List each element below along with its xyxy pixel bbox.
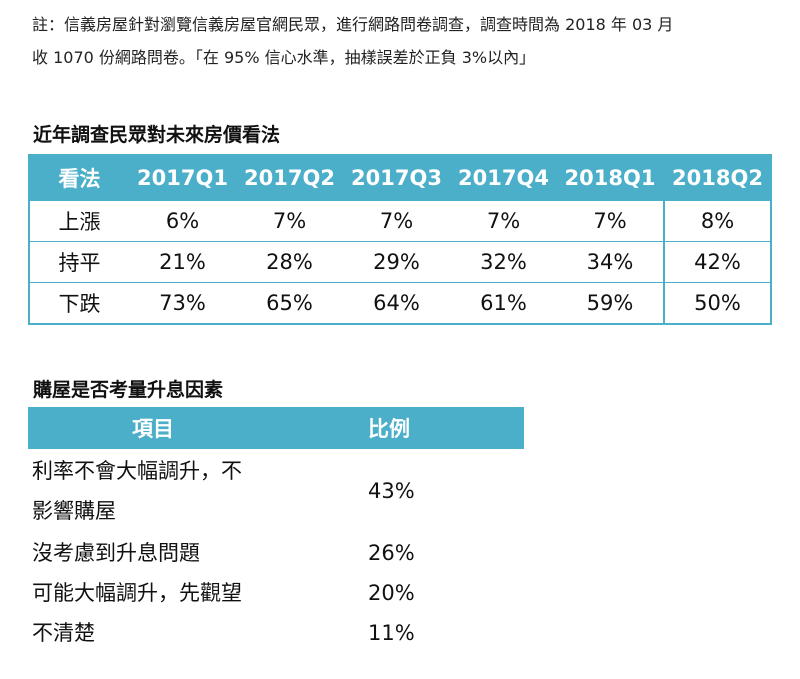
table-cell: 28% [236,241,343,283]
row-label: 上漲 [29,200,129,242]
survey-note-line-2: 收 1070 份網路問卷。「在 95% 信心水準，抽樣誤差於正負 3%以內」 [32,48,536,67]
rate-hike-consideration-title: 購屋是否考量升息因素 [33,379,224,401]
table-cell: 65% [236,282,343,324]
table-row: 持平 21% 28% 29% 32% 34% 42% [29,241,771,283]
item-label-line-1: 利率不會大幅調升，不 [32,459,242,483]
table-cell: 7% [236,200,343,242]
table-cell: 50% [663,282,771,324]
ratio-cell: 11% [368,621,415,645]
table-row: 利率不會大幅調升，不 影響購屋 43% [28,449,524,533]
house-price-outlook-table: 看法 2017Q1 2017Q2 2017Q3 2017Q4 2018Q1 20… [28,154,772,325]
item-cell: 可能大幅調升，先觀望 [32,581,242,605]
item-cell: 利率不會大幅調升，不 影響購屋 [28,449,338,533]
column-header: 2017Q3 [343,155,450,201]
table-cell: 59% [557,282,664,324]
table-cell: 73% [129,282,236,324]
table-cell: 29% [343,241,450,283]
table-cell: 42% [663,241,771,283]
table-cell: 34% [557,241,664,283]
rate-hike-consideration-table: 項目 比例 利率不會大幅調升，不 影響購屋 43% 沒考慮到升息問題 26% 可… [28,407,524,653]
item-cell: 不清楚 [32,621,95,645]
column-header: 2017Q4 [450,155,557,201]
table-cell: 21% [129,241,236,283]
table-row: 下跌 73% 65% 64% 61% 59% 50% [29,282,771,324]
column-header: 看法 [29,155,129,201]
table-cell: 7% [557,200,664,242]
house-price-outlook-title: 近年調查民眾對未來房價看法 [33,124,281,146]
item-cell: 沒考慮到升息問題 [32,541,200,565]
survey-note: 註：信義房屋針對瀏覽信義房屋官網民眾，進行網路問卷調查，調查時間為 2018 年… [32,8,800,74]
item-label-line-2: 影響購屋 [32,499,116,523]
ratio-cell: 43% [368,479,415,503]
table-cell: 61% [450,282,557,324]
table-cell: 6% [129,200,236,242]
table-row: 不清楚 11% [28,613,524,653]
table-cell: 7% [450,200,557,242]
table-row: 沒考慮到升息問題 26% [28,533,524,573]
table-header-row: 項目 比例 [28,407,524,449]
table-cell: 64% [343,282,450,324]
survey-note-line-1: 註：信義房屋針對瀏覽信義房屋官網民眾，進行網路問卷調查，調查時間為 2018 年… [32,15,674,34]
row-label: 持平 [29,241,129,283]
ratio-cell: 20% [368,581,415,605]
column-header-item: 項目 [28,407,338,449]
table-row: 可能大幅調升，先觀望 20% [28,573,524,613]
row-label: 下跌 [29,282,129,324]
table-cell: 32% [450,241,557,283]
table-header-row: 看法 2017Q1 2017Q2 2017Q3 2017Q4 2018Q1 20… [29,155,771,201]
column-header: 2018Q2 [663,155,771,201]
column-header-ratio: 比例 [338,407,524,449]
table-cell: 7% [343,200,450,242]
column-header: 2017Q2 [236,155,343,201]
column-header: 2018Q1 [557,155,664,201]
column-header: 2017Q1 [129,155,236,201]
ratio-cell: 26% [368,541,415,565]
table-row: 上漲 6% 7% 7% 7% 7% 8% [29,200,771,242]
table-cell: 8% [663,200,771,242]
